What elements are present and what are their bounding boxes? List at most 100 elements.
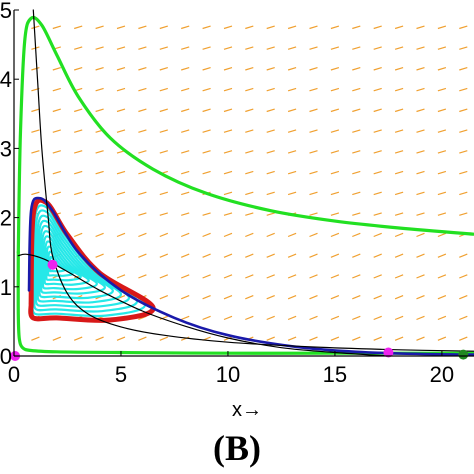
equilibrium-point-prey-only [383, 347, 394, 358]
direction-arrow [52, 108, 61, 113]
direction-arrow [52, 67, 61, 71]
direction-arrow [437, 46, 447, 50]
direction-arrow [74, 67, 83, 71]
direction-arrow [459, 191, 468, 196]
direction-arrow [373, 295, 382, 300]
direction-arrow [245, 129, 254, 133]
direction-arrow [74, 191, 83, 196]
direction-arrow [52, 191, 61, 196]
direction-arrow [159, 336, 169, 341]
direction-arrow [352, 25, 361, 30]
direction-arrow [223, 108, 233, 113]
direction-arrow [394, 191, 404, 196]
direction-arrow [287, 232, 297, 238]
direction-arrow [181, 212, 190, 216]
direction-arrow [181, 25, 190, 30]
direction-arrow [223, 87, 233, 92]
direction-arrow [266, 315, 275, 321]
direction-arrow [416, 232, 425, 238]
equilibrium-point-boundary [458, 349, 469, 360]
direction-arrow [159, 108, 168, 113]
direction-arrow [309, 25, 318, 30]
direction-arrow [52, 150, 61, 154]
direction-arrow [95, 191, 104, 196]
direction-arrow [287, 315, 297, 321]
direction-arrow [266, 170, 275, 175]
predator-nullcline-curve [32, 9, 474, 352]
direction-arrow [74, 150, 83, 154]
direction-arrow [416, 191, 425, 196]
direction-arrow [245, 87, 254, 92]
direction-arrow [95, 170, 104, 175]
direction-arrow [373, 46, 382, 50]
direction-arrow [373, 336, 382, 341]
direction-arrow [74, 46, 83, 50]
direction-arrow [202, 46, 211, 50]
direction-arrow [116, 253, 126, 258]
direction-arrow [31, 170, 40, 175]
direction-arrow [245, 25, 254, 30]
direction-arrow [116, 274, 126, 279]
direction-arrow [373, 232, 382, 238]
direction-arrow [437, 336, 447, 341]
direction-arrow [373, 129, 382, 133]
direction-arrow [116, 25, 126, 30]
direction-arrow [459, 46, 468, 50]
direction-arrow [416, 336, 425, 341]
direction-arrow [245, 46, 254, 50]
direction-arrow [202, 67, 211, 71]
direction-arrow [309, 212, 318, 216]
equilibrium-point-interior [47, 259, 58, 270]
direction-arrow [159, 150, 168, 154]
direction-arrow [52, 25, 61, 30]
direction-arrow [159, 46, 168, 50]
direction-arrow [394, 170, 404, 175]
direction-arrow [245, 108, 254, 113]
direction-arrow [223, 315, 233, 321]
direction-arrow [180, 295, 190, 300]
direction-arrow [352, 232, 361, 238]
direction-arrow [459, 212, 468, 216]
direction-arrow [437, 212, 447, 216]
direction-arrow [31, 25, 40, 30]
direction-arrow [223, 129, 233, 133]
direction-arrow [223, 67, 233, 71]
direction-arrow [352, 87, 361, 92]
direction-arrow [394, 25, 404, 30]
direction-arrow [394, 212, 404, 216]
direction-arrow [52, 170, 61, 175]
direction-arrow [416, 170, 425, 175]
direction-arrow [437, 67, 447, 71]
direction-arrow [330, 67, 340, 71]
direction-arrow [202, 87, 211, 92]
direction-arrow [181, 150, 190, 154]
direction-arrow [416, 315, 425, 321]
direction-arrow [352, 295, 361, 300]
direction-arrow [223, 46, 233, 50]
direction-arrow [138, 150, 147, 154]
direction-arrow [159, 295, 169, 300]
direction-arrow [202, 315, 211, 321]
direction-arrow [352, 170, 361, 175]
direction-arrow [373, 274, 382, 279]
direction-arrow [31, 191, 40, 196]
direction-arrow [202, 170, 211, 175]
direction-arrow [138, 253, 147, 258]
direction-arrow [287, 87, 297, 92]
direction-arrow [373, 253, 382, 258]
direction-arrow [138, 46, 147, 50]
outer-trajectory-return-curve [16, 250, 474, 355]
y-tick-label: 1 [0, 275, 12, 300]
direction-arrow [245, 253, 254, 258]
direction-arrow [352, 46, 361, 50]
direction-arrow [459, 295, 468, 300]
direction-arrow [373, 87, 382, 92]
direction-arrow [138, 212, 147, 216]
x-tick-label: 15 [323, 362, 347, 387]
direction-arrow [373, 150, 382, 154]
direction-arrow [266, 87, 275, 92]
direction-arrow [223, 191, 233, 196]
direction-arrow [352, 108, 361, 113]
inner-spiral-orbit [36, 219, 122, 304]
direction-arrow [287, 25, 297, 30]
